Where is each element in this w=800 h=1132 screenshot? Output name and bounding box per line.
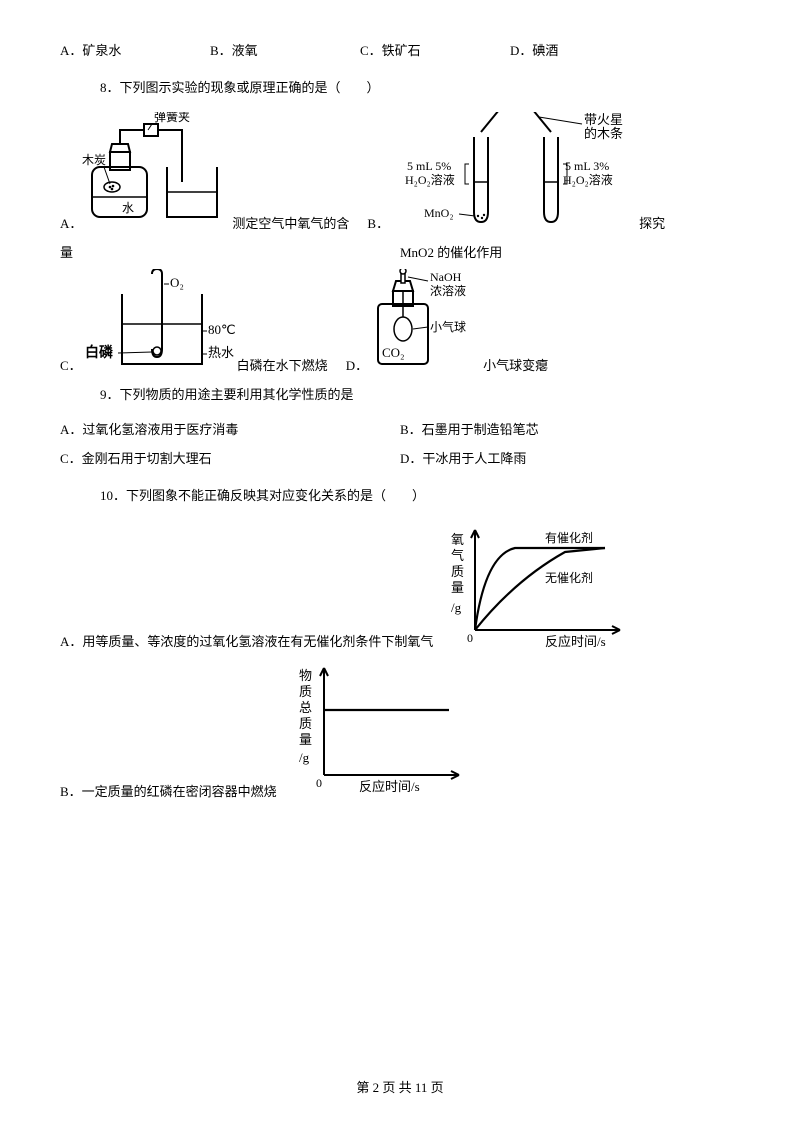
- q10-stem: 10．下列图象不能正确反映其对应变化关系的是（ ）: [100, 485, 740, 504]
- svg-text:氧: 氧: [451, 532, 464, 547]
- svg-text:弹簧夹: 弹簧夹: [154, 112, 190, 124]
- page-content: A．矿泉水 B．液氧 C．铁矿石 D．碘酒 8．下列图示实验的现象或原理正确的是…: [0, 0, 800, 800]
- svg-text:有催化剂: 有催化剂: [545, 530, 593, 545]
- svg-text:5 mL 3%: 5 mL 3%: [565, 159, 609, 173]
- svg-text:热水: 热水: [208, 345, 234, 360]
- svg-text:80℃: 80℃: [208, 322, 236, 337]
- q8-a-letter: A．: [60, 213, 82, 232]
- q10-b-row: B．一定质量的红磷在密闭容器中燃烧 物 质 总 质 量 /g 反应时间/s 0: [60, 660, 740, 800]
- q9-option-b: B．石墨用于制造铅笔芯: [400, 419, 740, 438]
- svg-text:O₂: O₂: [170, 275, 184, 290]
- q8-a-sub: 量: [60, 245, 73, 260]
- q8-d-letter: D．: [346, 355, 368, 374]
- q8-fig-a: 弹簧夹 木炭 水: [82, 112, 232, 232]
- svg-text:量: 量: [299, 732, 312, 747]
- svg-text:水: 水: [122, 201, 134, 215]
- q9-options: A．过氧化氢溶液用于医疗消毒 B．石墨用于制造铅笔芯 C．金刚石用于切割大理石 …: [60, 419, 740, 477]
- q8-b-letter: B．: [367, 213, 389, 232]
- q10-chart-a: 氧 气 质 量 /g 反应时间/s 0 有催化剂 无催化剂: [445, 520, 635, 650]
- svg-text:0: 0: [316, 776, 322, 790]
- q8-fig-c: O₂ 80℃ 热水 白磷: [82, 269, 237, 374]
- q7-option-d: D．碘酒: [510, 40, 558, 59]
- q7-option-b: B．液氧: [210, 40, 360, 59]
- q8-fig-d: CO₂ NaOH 浓溶液 小气球: [368, 269, 483, 374]
- svg-text:反应时间/s: 反应时间/s: [359, 779, 420, 794]
- q9-option-d: D．干冰用于人工降雨: [400, 448, 740, 467]
- svg-text:/g: /g: [451, 600, 462, 615]
- q10-option-b: B．一定质量的红磷在密闭容器中燃烧: [60, 781, 277, 800]
- svg-text:NaOH: NaOH: [430, 270, 462, 284]
- q8-row-cd: C． O₂ 80℃ 热水 白磷: [60, 269, 740, 374]
- svg-text:气: 气: [451, 548, 464, 563]
- svg-text:带火星: 带火星: [584, 112, 623, 127]
- svg-text:H₂O₂溶液: H₂O₂溶液: [563, 172, 613, 187]
- q8-b-trail: 探究: [639, 213, 665, 232]
- q10-chart-b: 物 质 总 质 量 /g 反应时间/s 0: [289, 660, 469, 800]
- svg-text:总: 总: [299, 700, 312, 715]
- svg-text:H₂O₂溶液: H₂O₂溶液: [405, 172, 455, 187]
- q10-a-row: A．用等质量、等浓度的过氧化氢溶液在有无催化剂条件下制氧气 氧 气 质 量 /g: [60, 520, 740, 650]
- svg-text:量: 量: [451, 580, 464, 595]
- q8-row-ab: A． 弹簧夹: [60, 112, 740, 232]
- page-footer: 第 2 页 共 11 页: [0, 1077, 800, 1096]
- q8-fig-b: 带火星 的木条 5 mL 5% H₂O₂溶液 MnO₂ 5 mL 3% H₂O₂…: [389, 112, 639, 232]
- svg-text:浓溶液: 浓溶液: [430, 283, 466, 298]
- q7-options: A．矿泉水 B．液氧 C．铁矿石 D．碘酒: [60, 40, 740, 59]
- svg-text:小气球: 小气球: [430, 319, 466, 334]
- q7-option-c: C．铁矿石: [360, 40, 510, 59]
- q7-option-a: A．矿泉水: [60, 40, 210, 59]
- q8-c-letter: C．: [60, 355, 82, 374]
- svg-text:5 mL 5%: 5 mL 5%: [407, 159, 451, 173]
- svg-text:质: 质: [299, 684, 312, 699]
- q9-option-a: A．过氧化氢溶液用于医疗消毒: [60, 419, 400, 438]
- svg-text:0: 0: [467, 631, 473, 645]
- svg-text:物: 物: [299, 668, 312, 683]
- q9-option-c: C．金刚石用于切割大理石: [60, 448, 400, 467]
- q8-stem: 8．下列图示实验的现象或原理正确的是（ ）: [100, 77, 740, 96]
- q10-option-a: A．用等质量、等浓度的过氧化氢溶液在有无催化剂条件下制氧气: [60, 631, 433, 650]
- q8-d-trail: 小气球变瘪: [483, 355, 548, 374]
- q8-b-sub: MnO2 的催化作用: [400, 245, 502, 260]
- svg-text:质: 质: [451, 564, 464, 579]
- svg-text:木炭: 木炭: [82, 153, 106, 167]
- svg-text:CO₂: CO₂: [382, 345, 405, 360]
- svg-text:的木条: 的木条: [584, 126, 623, 141]
- q8-c-trail: 白磷在水下燃烧: [237, 355, 328, 374]
- q9-stem: 9．下列物质的用途主要利用其化学性质的是: [100, 384, 740, 403]
- svg-text:质: 质: [299, 716, 312, 731]
- svg-text:白磷: 白磷: [85, 344, 114, 361]
- svg-text:MnO₂: MnO₂: [424, 206, 454, 220]
- svg-text:无催化剂: 无催化剂: [545, 570, 593, 585]
- svg-text:反应时间/s: 反应时间/s: [545, 634, 606, 649]
- svg-text:/g: /g: [299, 750, 310, 765]
- q8-a-trail: 测定空气中氧气的含: [232, 213, 349, 232]
